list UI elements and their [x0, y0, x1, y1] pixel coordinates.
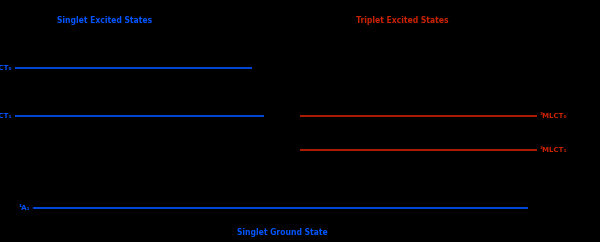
Text: Singlet Excited States: Singlet Excited States [58, 16, 152, 25]
Text: ³MLCT₁: ³MLCT₁ [540, 147, 568, 153]
Text: ¹MLCT₁: ¹MLCT₁ [0, 113, 12, 119]
Text: ³MLCT₀: ³MLCT₀ [540, 113, 568, 119]
Text: Triplet Excited States: Triplet Excited States [356, 16, 448, 25]
Text: ¹A₁: ¹A₁ [19, 205, 30, 211]
Text: ¹MLCT₀: ¹MLCT₀ [0, 65, 12, 71]
Text: Singlet Ground State: Singlet Ground State [236, 228, 328, 237]
